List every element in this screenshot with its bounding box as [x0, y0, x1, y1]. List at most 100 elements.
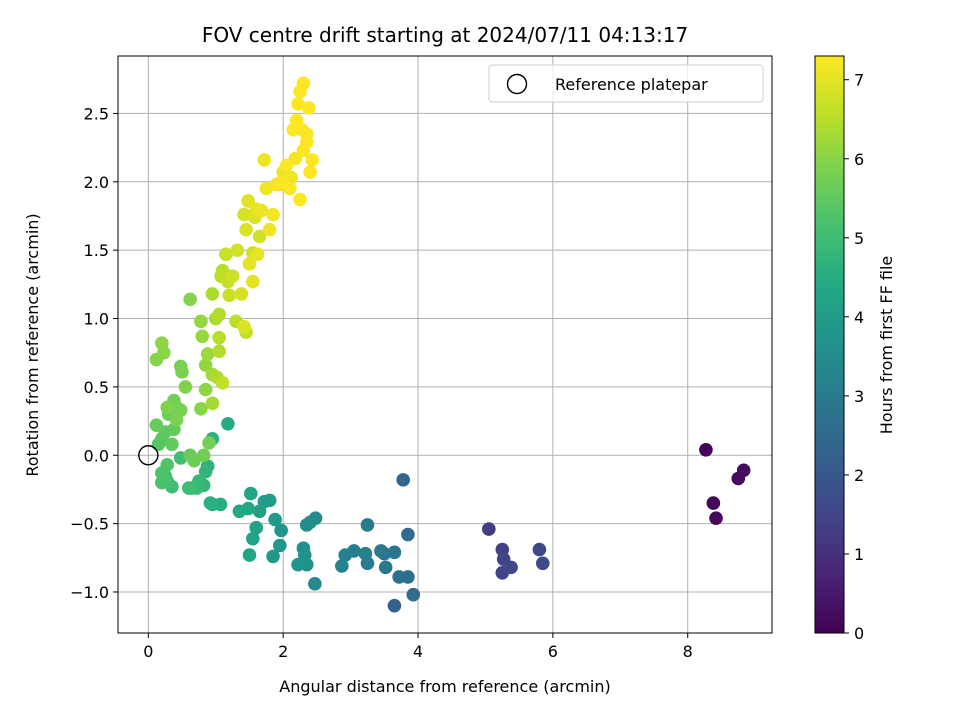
data-point: [482, 522, 496, 536]
y-axis-label: Rotation from reference (arcmin): [23, 213, 42, 476]
data-point: [219, 247, 233, 262]
data-point: [299, 518, 314, 532]
data-point: [175, 365, 189, 379]
data-point: [709, 511, 723, 525]
y-tick-label: 2.0: [84, 173, 109, 192]
grid: [118, 56, 772, 633]
data-point: [396, 473, 410, 487]
legend: Reference platepar: [488, 64, 764, 103]
data-point: [237, 319, 251, 334]
data-point: [239, 222, 253, 237]
data-point: [202, 436, 216, 450]
data-point: [165, 437, 179, 452]
x-tick-label: 8: [683, 642, 693, 661]
data-point: [198, 464, 213, 479]
chart-title: FOV centre drift starting at 2024/07/11 …: [202, 23, 688, 47]
data-point: [155, 336, 169, 350]
data-point: [160, 458, 175, 472]
colorbar-tick-label: 4: [854, 308, 864, 327]
data-point: [196, 448, 211, 463]
data-point: [252, 504, 267, 519]
y-tick-label: 1.0: [84, 310, 109, 329]
data-point: [178, 380, 193, 394]
colorbar-tick-label: 2: [854, 466, 864, 485]
data-point: [257, 153, 272, 167]
data-point: [194, 401, 208, 416]
y-tick-label: 0.5: [84, 378, 109, 397]
data-point: [535, 556, 550, 571]
y-tick-label: −1.0: [70, 583, 109, 602]
data-point: [374, 544, 388, 558]
data-point: [244, 486, 258, 501]
data-point: [273, 538, 287, 553]
data-point: [205, 287, 220, 301]
data-point: [249, 520, 264, 535]
x-axis-ticks: 0 2 4 6 8: [143, 633, 693, 661]
colorbar-label: Hours from first FF file: [877, 256, 896, 435]
data-point: [308, 576, 322, 591]
data-point: [169, 412, 184, 427]
data-point: [293, 192, 307, 207]
data-point: [262, 222, 277, 237]
data-point: [401, 527, 415, 542]
y-tick-label: 1.5: [84, 241, 109, 260]
data-point: [221, 417, 235, 431]
data-point: [250, 247, 265, 262]
data-point: [246, 531, 260, 546]
data-point: [266, 207, 280, 222]
colorbar-ticks: 0 1 2 3 4 5 6 7: [844, 71, 864, 643]
legend-box: [488, 64, 764, 103]
data-point: [198, 382, 213, 397]
data-point: [302, 101, 316, 115]
data-point: [360, 518, 375, 532]
data-point: [406, 587, 421, 602]
plot-frame: [117, 55, 773, 634]
data-point: [198, 358, 213, 372]
data-point: [203, 496, 218, 510]
data-point: [252, 229, 267, 244]
legend-entry-reference: Reference platepar: [555, 75, 708, 94]
x-tick-label: 6: [548, 642, 558, 661]
data-point: [291, 97, 305, 111]
x-tick-label: 0: [143, 642, 153, 661]
data-point: [387, 598, 402, 613]
data-point: [195, 329, 210, 344]
data-point: [305, 153, 319, 167]
data-point: [222, 288, 237, 303]
data-point: [155, 475, 169, 490]
data-point: [283, 181, 297, 196]
y-tick-label: 2.5: [84, 104, 109, 123]
data-point: [736, 463, 751, 478]
colorbar-tick-label: 0: [854, 624, 864, 643]
colorbar-tick-label: 5: [854, 229, 864, 248]
y-tick-label: 0.0: [84, 446, 109, 465]
data-point: [242, 548, 257, 562]
colorbar-tick-label: 1: [854, 545, 864, 564]
data-point: [296, 76, 311, 91]
data-point: [212, 307, 226, 322]
data-point: [504, 560, 518, 575]
data-point: [149, 418, 164, 432]
data-point: [699, 442, 713, 457]
data-point: [254, 203, 269, 218]
data-point: [194, 314, 208, 329]
data-point: [295, 123, 309, 137]
data-point: [392, 570, 406, 584]
data-point: [225, 269, 240, 283]
data-point: [387, 545, 402, 560]
colorbar-tick-label: 6: [854, 150, 864, 169]
data-point: [212, 344, 226, 359]
data-point: [297, 548, 312, 562]
data-point: [291, 557, 305, 572]
colorbar-tick-label: 3: [854, 387, 864, 406]
data-point: [230, 243, 245, 257]
data-point: [234, 287, 249, 301]
y-axis-ticks: −1.0 −0.5 0.0 0.5 1.0 1.5 2.0 2.5: [70, 104, 118, 602]
data-point: [266, 549, 280, 564]
colorbar-gradient: [814, 55, 845, 634]
data-point: [237, 207, 251, 222]
data-point: [299, 135, 314, 149]
data-point: [706, 496, 721, 510]
data-point: [268, 512, 282, 527]
